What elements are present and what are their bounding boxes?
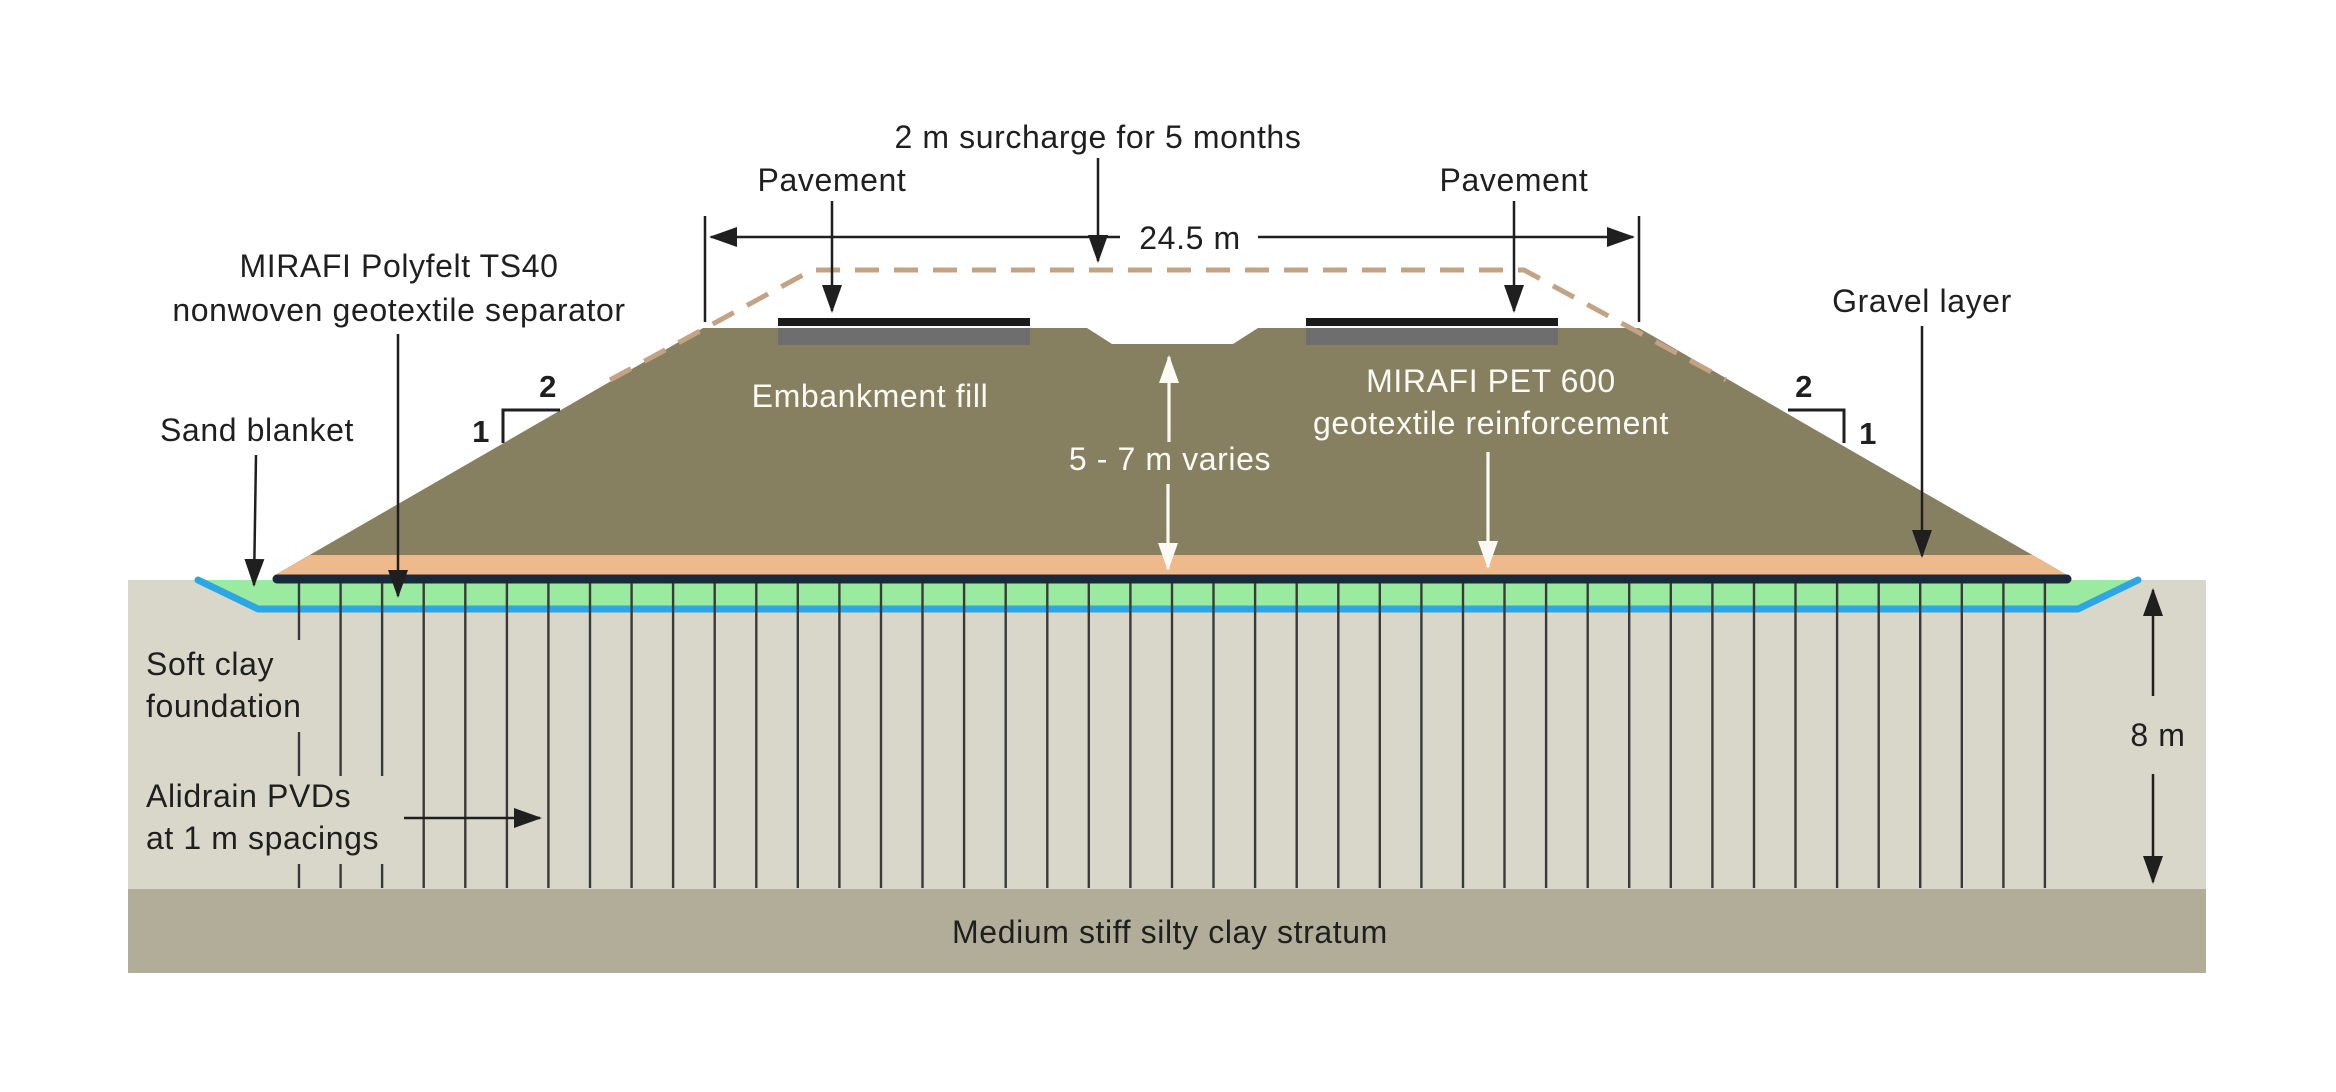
height-dimension: 5 - 7 m varies [1069,355,1271,571]
pavement-right-label: Pavement [1440,162,1589,198]
pavement-right-base [1306,328,1558,345]
silty-clay-stratum-layer [128,889,2206,973]
mirafi-pet-label: MIRAFI PET 600 geotextile reinforcement [1313,363,1669,441]
mirafi-polyfelt-label-line2: nonwoven geotextile separator [172,292,625,328]
slope-indicator-left: 2 1 [472,369,560,449]
soft-clay-label: Soft clay foundation [136,640,332,732]
depth-label-knockout [2120,710,2198,760]
surcharge-outline-dashed [608,267,1728,383]
width-dimension [703,216,1641,322]
slope-bracket-right [1788,408,1846,443]
embankment-fill-body [275,328,2067,575]
pavement-left-surface [778,318,1030,326]
embankment-fill-label: Embankment fill [752,378,989,414]
slope-left-horizontal-value: 2 [539,369,557,404]
gravel-layer-label: Gravel layer [1832,283,2012,319]
pavement-left-label: Pavement [758,162,907,198]
polyfelt-separator-line [194,576,2142,613]
pavement-right-surface [1306,318,1558,326]
soft-clay-label-line2: foundation [146,688,301,724]
surcharge-label: 2 m surcharge for 5 months [895,119,1302,155]
slope-right-horizontal-value: 2 [1795,369,1813,404]
slope-left-vertical-value: 1 [472,414,490,449]
soft-clay-foundation-layer [128,580,2206,889]
sand-blanket-leader-arrow [244,454,265,587]
mirafi-pet-label-line1: MIRAFI PET 600 [1366,363,1616,399]
pvd-label-line2: at 1 m spacings [146,820,379,856]
sand-blanket-layer [198,580,2138,611]
depth-dimension: 8 m [2120,588,2198,884]
soft-clay-label-knockout [136,640,332,732]
mirafi-pet-label-line2: geotextile reinforcement [1313,405,1669,441]
pvd-label-knockout [136,776,400,864]
slope-bracket-left [501,408,560,443]
sand-blanket-label: Sand blanket [160,412,354,448]
gravel-layer-band [275,555,2067,575]
pavement-left-base [778,328,1030,345]
stratum-label: Medium stiff silty clay stratum [952,914,1388,950]
slope-indicator-right: 2 1 [1788,369,1877,451]
mirafi-polyfelt-label: MIRAFI Polyfelt TS40 nonwoven geotextile… [172,248,625,328]
mirafi-polyfelt-label-line1: MIRAFI Polyfelt TS40 [239,248,558,284]
pvd-label-line1: Alidrain PVDs [146,778,351,814]
pvd-label: Alidrain PVDs at 1 m spacings [136,776,400,864]
slope-right-vertical-value: 1 [1859,416,1877,451]
height-dimension-label: 5 - 7 m varies [1069,441,1271,477]
depth-dimension-label: 8 m [2130,717,2185,753]
soft-clay-label-line1: Soft clay [146,646,274,682]
pvd-drains [297,583,2047,888]
width-dimension-label: 24.5 m [1139,220,1240,256]
